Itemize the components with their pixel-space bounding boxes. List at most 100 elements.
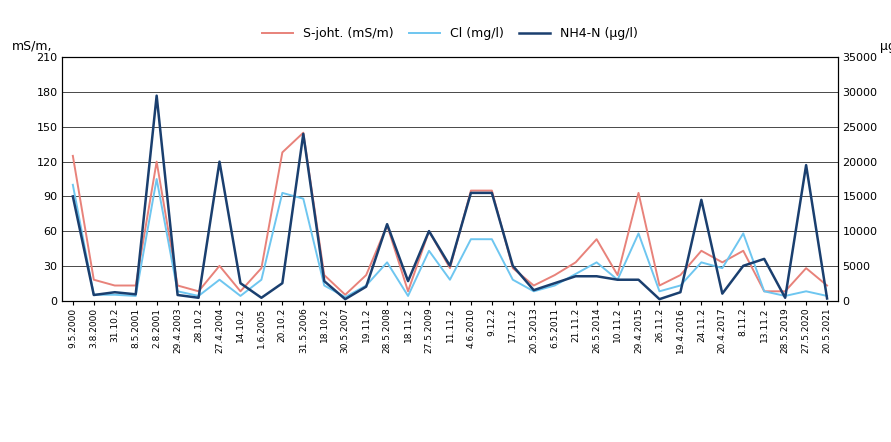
Cl (mg/l): [381, 260, 392, 265]
NH4-N (µg/l): [151, 93, 162, 98]
Cl (mg/l): [612, 277, 623, 282]
NH4-N (µg/l): [172, 292, 183, 297]
NH4-N (µg/l): [361, 284, 372, 290]
NH4-N (µg/l): [801, 163, 812, 168]
Line: NH4-N (µg/l): NH4-N (µg/l): [73, 95, 827, 299]
Cl (mg/l): [319, 283, 330, 288]
Cl (mg/l): [528, 289, 539, 294]
Cl (mg/l): [486, 236, 497, 242]
NH4-N (µg/l): [550, 281, 560, 286]
Cl (mg/l): [822, 293, 832, 299]
NH4-N (µg/l): [277, 281, 288, 286]
Cl (mg/l): [592, 260, 602, 265]
S-joht. (mS/m): [466, 188, 477, 193]
Cl (mg/l): [110, 292, 120, 297]
Cl (mg/l): [780, 293, 790, 299]
Cl (mg/l): [445, 277, 455, 282]
NH4-N (µg/l): [214, 159, 225, 164]
S-joht. (mS/m): [214, 263, 225, 268]
S-joht. (mS/m): [570, 260, 581, 265]
Cl (mg/l): [634, 231, 644, 236]
NH4-N (µg/l): [717, 291, 728, 296]
NH4-N (µg/l): [759, 256, 770, 262]
Cl (mg/l): [508, 277, 519, 282]
Cl (mg/l): [298, 196, 308, 202]
NH4-N (µg/l): [68, 194, 78, 199]
Cl (mg/l): [550, 283, 560, 288]
NH4-N (µg/l): [339, 297, 350, 302]
NH4-N (µg/l): [592, 274, 602, 279]
NH4-N (µg/l): [675, 290, 686, 295]
Cl (mg/l): [738, 231, 748, 236]
S-joht. (mS/m): [612, 272, 623, 278]
Cl (mg/l): [235, 293, 246, 299]
S-joht. (mS/m): [298, 130, 308, 135]
S-joht. (mS/m): [508, 266, 519, 271]
NH4-N (µg/l): [654, 297, 665, 302]
S-joht. (mS/m): [528, 283, 539, 288]
S-joht. (mS/m): [277, 150, 288, 155]
Cl (mg/l): [423, 248, 434, 253]
NH4-N (µg/l): [298, 131, 308, 137]
Cl (mg/l): [654, 289, 665, 294]
Cl (mg/l): [277, 190, 288, 195]
S-joht. (mS/m): [423, 229, 434, 234]
Cl (mg/l): [759, 289, 770, 294]
NH4-N (µg/l): [738, 263, 748, 268]
S-joht. (mS/m): [738, 248, 748, 253]
S-joht. (mS/m): [130, 283, 141, 288]
NH4-N (µg/l): [570, 274, 581, 279]
NH4-N (µg/l): [634, 277, 644, 282]
S-joht. (mS/m): [445, 266, 455, 271]
S-joht. (mS/m): [68, 153, 78, 159]
NH4-N (µg/l): [403, 278, 413, 284]
NH4-N (µg/l): [110, 290, 120, 295]
Cl (mg/l): [696, 260, 707, 265]
Cl (mg/l): [88, 292, 99, 297]
NH4-N (µg/l): [319, 278, 330, 284]
Cl (mg/l): [193, 293, 204, 299]
NH4-N (µg/l): [466, 190, 477, 195]
Cl (mg/l): [675, 283, 686, 288]
NH4-N (µg/l): [486, 190, 497, 195]
S-joht. (mS/m): [235, 289, 246, 294]
S-joht. (mS/m): [151, 159, 162, 164]
S-joht. (mS/m): [319, 272, 330, 278]
S-joht. (mS/m): [361, 272, 372, 278]
S-joht. (mS/m): [550, 272, 560, 278]
Cl (mg/l): [68, 182, 78, 187]
NH4-N (µg/l): [193, 295, 204, 301]
NH4-N (µg/l): [130, 292, 141, 297]
S-joht. (mS/m): [88, 277, 99, 282]
Cl (mg/l): [361, 283, 372, 288]
NH4-N (µg/l): [256, 295, 266, 301]
Cl (mg/l): [717, 266, 728, 271]
NH4-N (µg/l): [88, 292, 99, 297]
NH4-N (µg/l): [612, 277, 623, 282]
S-joht. (mS/m): [110, 283, 120, 288]
S-joht. (mS/m): [780, 289, 790, 294]
Cl (mg/l): [339, 294, 350, 300]
Cl (mg/l): [570, 271, 581, 277]
S-joht. (mS/m): [339, 292, 350, 297]
NH4-N (µg/l): [696, 197, 707, 202]
S-joht. (mS/m): [486, 188, 497, 193]
S-joht. (mS/m): [675, 272, 686, 278]
S-joht. (mS/m): [634, 190, 644, 195]
S-joht. (mS/m): [256, 266, 266, 271]
Line: Cl (mg/l): Cl (mg/l): [73, 179, 827, 297]
NH4-N (µg/l): [235, 281, 246, 286]
NH4-N (µg/l): [445, 263, 455, 268]
NH4-N (µg/l): [423, 229, 434, 234]
NH4-N (µg/l): [508, 263, 519, 268]
S-joht. (mS/m): [592, 236, 602, 242]
Cl (mg/l): [214, 277, 225, 282]
S-joht. (mS/m): [696, 248, 707, 253]
Line: S-joht. (mS/m): S-joht. (mS/m): [73, 133, 827, 295]
Text: mS/m,: mS/m,: [12, 40, 53, 53]
S-joht. (mS/m): [381, 223, 392, 228]
Cl (mg/l): [801, 289, 812, 294]
Cl (mg/l): [403, 293, 413, 299]
Cl (mg/l): [256, 277, 266, 282]
S-joht. (mS/m): [172, 283, 183, 288]
